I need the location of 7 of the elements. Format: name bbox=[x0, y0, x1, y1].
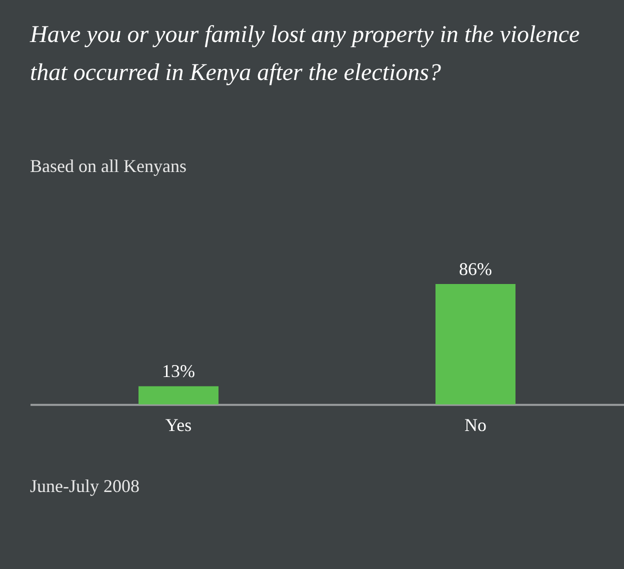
chart-title: Have you or your family lost any property in the violence that occurred in Kenya after the elections? bbox=[30, 21, 581, 88]
data-label: 13% bbox=[162, 361, 196, 382]
x-tick-label: No bbox=[464, 414, 486, 435]
data-label: 86% bbox=[459, 259, 492, 279]
x-tick-label: Yes bbox=[165, 414, 192, 435]
chart-subtitle: Based on all Kenyans bbox=[30, 156, 186, 177]
text: June-July 2008 bbox=[30, 476, 140, 497]
